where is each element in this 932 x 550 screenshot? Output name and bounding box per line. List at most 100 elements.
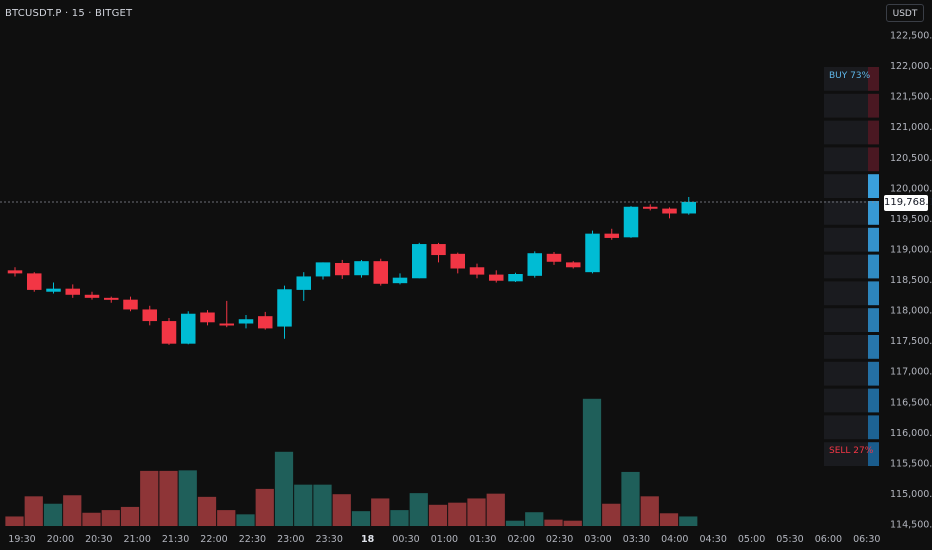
- candle[interactable]: [450, 252, 466, 274]
- volume-bar: [178, 470, 197, 526]
- orderbook-row-bg: [824, 308, 868, 332]
- orderbook-level-bar: [868, 281, 879, 306]
- orderbook-level-bar: [868, 67, 879, 91]
- candle[interactable]: [489, 270, 504, 283]
- symbol-title[interactable]: BTCUSDT.P · 15 · BITGET: [5, 8, 133, 19]
- candle-body: [604, 233, 619, 238]
- candle[interactable]: [662, 207, 677, 219]
- time-tick-label: 20:00: [47, 534, 74, 545]
- price-tick-label: 116,000.0: [890, 428, 932, 439]
- candle[interactable]: [623, 206, 639, 238]
- candle[interactable]: [469, 263, 485, 279]
- last-price-tag: 119,768.1: [884, 195, 932, 211]
- candle[interactable]: [104, 296, 119, 303]
- candle-body: [258, 316, 273, 329]
- candle[interactable]: [181, 311, 196, 345]
- candle[interactable]: [142, 305, 158, 326]
- orderbook-row-bg: [824, 201, 868, 225]
- time-tick-label: 01:00: [431, 534, 458, 545]
- price-axis[interactable]: 122,500.0 122,000.0 121,500.0 121,000.0 120,…: [890, 31, 932, 531]
- candle[interactable]: [335, 259, 350, 279]
- orderbook-level-bar: [868, 174, 879, 198]
- orderbook-level-bar: [868, 120, 879, 145]
- candle[interactable]: [566, 261, 581, 269]
- candle-body: [412, 244, 427, 279]
- candle[interactable]: [84, 291, 100, 300]
- candle[interactable]: [546, 251, 562, 265]
- candle[interactable]: [508, 272, 523, 282]
- candle-body: [46, 288, 61, 292]
- volume-bar: [159, 470, 178, 526]
- time-tick-label: 06:30: [853, 534, 880, 545]
- candle[interactable]: [258, 311, 273, 330]
- volume-bar: [505, 520, 525, 526]
- orderbook-level-bar: [868, 388, 879, 413]
- volume-bar: [486, 493, 505, 526]
- volume-bar: [448, 502, 467, 526]
- candle[interactable]: [681, 196, 697, 215]
- price-tick-label: 122,500.0: [890, 31, 932, 42]
- candle[interactable]: [412, 242, 427, 279]
- volume-bar: [582, 398, 602, 526]
- volume-bars: [5, 398, 698, 526]
- orderbook-level-bar: [868, 442, 879, 466]
- orderbook-row-bg: [824, 93, 868, 118]
- volume-bar: [274, 451, 294, 526]
- candle[interactable]: [296, 272, 312, 301]
- candle-body: [662, 208, 677, 214]
- candle[interactable]: [585, 230, 600, 274]
- price-tick-label: 120,500.0: [890, 153, 932, 164]
- candle[interactable]: [7, 267, 23, 277]
- candle[interactable]: [238, 314, 254, 329]
- orderbook-level-bar: [868, 308, 879, 332]
- volume-bar: [544, 519, 563, 526]
- price-tick-label: 119,500.0: [890, 214, 932, 225]
- candle-body: [450, 253, 465, 269]
- volume-bar: [602, 503, 621, 526]
- orderbook-level-bar: [868, 361, 879, 386]
- candle[interactable]: [373, 258, 389, 286]
- volume-bar: [217, 510, 236, 526]
- price-tick-label: 116,500.0: [890, 397, 932, 408]
- candle-body: [623, 206, 639, 238]
- candle-body: [219, 323, 234, 326]
- time-axis[interactable]: 19:30 20:00 20:30 21:00 21:30 22:00 22:30 23:00…: [8, 534, 880, 545]
- time-tick-label: 19:30: [8, 534, 35, 545]
- candle[interactable]: [200, 310, 215, 326]
- price-tick-label: 115,000.0: [890, 489, 932, 500]
- candle[interactable]: [527, 251, 543, 278]
- volume-bar: [255, 488, 274, 526]
- time-tick-label: 02:30: [546, 534, 573, 545]
- orderbook-row-bg: [824, 415, 868, 440]
- candle[interactable]: [161, 318, 177, 345]
- candle[interactable]: [604, 228, 620, 240]
- candle[interactable]: [219, 300, 235, 328]
- candle[interactable]: [315, 262, 331, 280]
- candle[interactable]: [643, 204, 658, 211]
- time-tick-label: 02:00: [508, 534, 535, 545]
- orderbook-level-bar: [868, 147, 879, 172]
- price-tick-label: 118,500.0: [890, 275, 932, 286]
- orderbook-row-bg: [824, 120, 868, 145]
- price-tick-label: 120,000.0: [890, 183, 932, 194]
- candle[interactable]: [65, 284, 81, 298]
- time-tick-label: 00:30: [392, 534, 419, 545]
- volume-bar: [101, 510, 120, 526]
- currency-button[interactable]: USDT: [886, 4, 924, 22]
- candle[interactable]: [392, 273, 408, 285]
- candle[interactable]: [277, 285, 292, 339]
- candle[interactable]: [46, 282, 61, 294]
- orderbook-row-bg: [824, 442, 868, 466]
- candle[interactable]: [27, 272, 42, 292]
- volume-bar: [371, 498, 390, 526]
- candle[interactable]: [123, 296, 138, 312]
- time-tick-label: 04:30: [700, 534, 727, 545]
- candle[interactable]: [354, 259, 369, 278]
- volume-bar: [351, 511, 371, 526]
- candle[interactable]: [431, 242, 446, 263]
- candle-body: [238, 319, 254, 324]
- orderbook-row-bg: [824, 227, 868, 252]
- candle-body: [27, 273, 42, 290]
- volume-bar: [428, 504, 448, 526]
